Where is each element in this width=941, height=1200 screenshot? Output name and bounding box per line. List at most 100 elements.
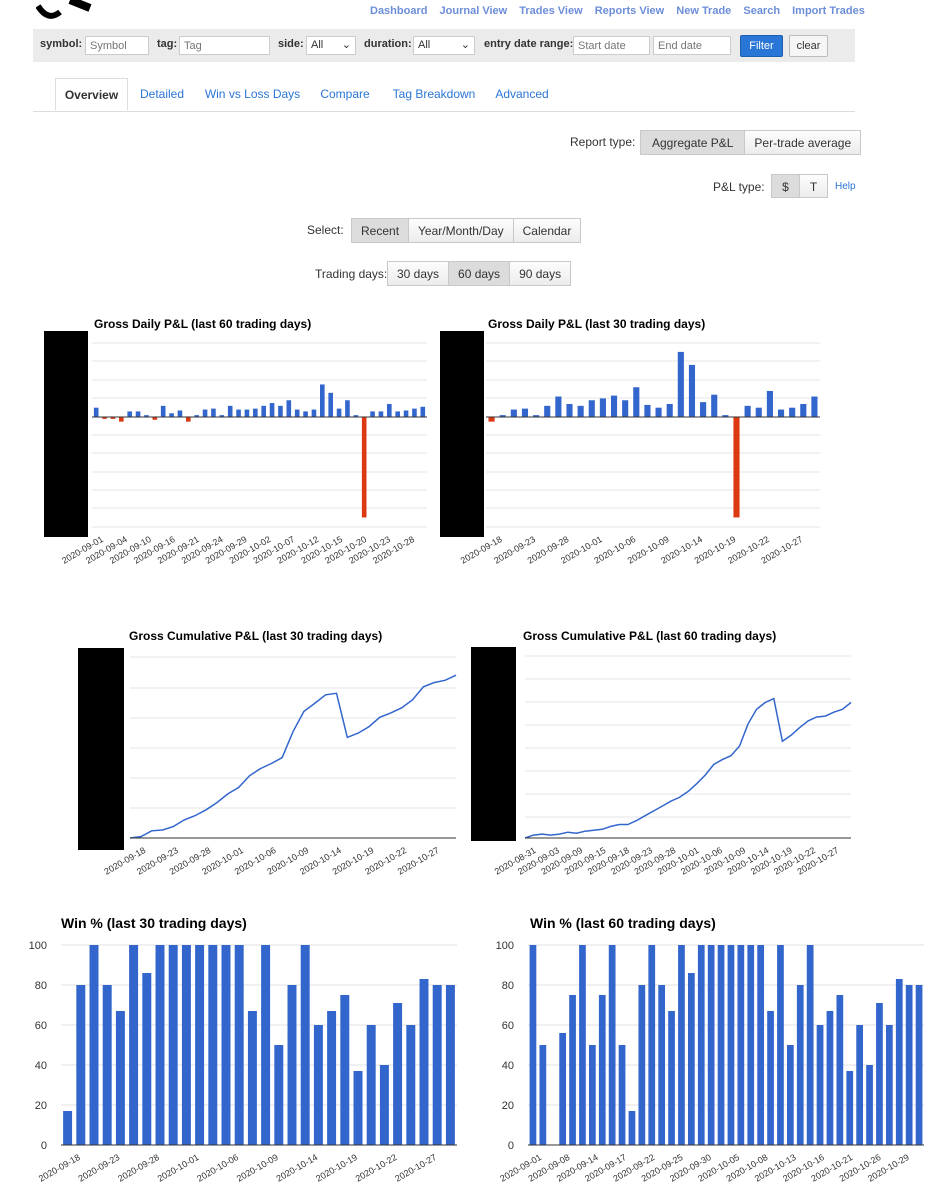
bar [777,945,784,1145]
bar [638,985,646,1145]
trading-days-group: 30 days 60 days 90 days [387,261,572,286]
bar [403,410,409,417]
bar [313,1025,323,1145]
chevron-down-icon: ⌄ [460,39,470,51]
bar [628,1111,636,1145]
bar [194,415,199,417]
bar [700,402,707,417]
x-tick-label: 2020-10-19 [314,1152,359,1184]
bar [202,409,208,417]
tab-detailed[interactable]: Detailed [139,87,185,101]
duration-label: duration: [364,38,412,50]
chart-title-daily-60: Gross Daily P&L (last 60 trading days) [94,317,312,331]
bar [186,417,191,422]
y-tick-label: 80 [502,980,514,992]
pl-type-label: P&L type: [713,180,765,194]
start-date-input[interactable] [573,36,650,55]
bar [668,1011,675,1145]
bar [737,945,745,1145]
nav-dashboard[interactable]: Dashboard [370,5,428,17]
bar [406,1025,416,1145]
bar [244,409,250,417]
bar [420,406,426,417]
bar [866,1065,873,1145]
bar [387,403,392,417]
bar [89,945,99,1145]
duration-select[interactable]: All ⌄ [413,36,475,55]
tag-label: tag: [157,38,178,50]
nav-search[interactable]: Search [743,5,781,17]
filter-bar: symbol: tag: side: All ⌄ duration: All ⌄ e… [33,29,855,62]
per-trade-average-button[interactable]: Per-trade average [744,130,862,155]
bar [445,985,455,1145]
bar [261,405,266,417]
x-tick-label: 2020-10-27 [393,1152,438,1184]
bar [211,408,216,417]
x-tick-label: 2020-10-22 [354,1152,399,1184]
90-days-button[interactable]: 90 days [509,261,572,286]
report-tabs: Overview Detailed Win vs Loss Days Compa… [33,78,855,112]
bar [579,945,586,1145]
bar [816,1025,824,1145]
bar [135,411,141,417]
nav-journal-view[interactable]: Journal View [439,5,508,17]
year-month-day-button[interactable]: Year/Month/Day [408,218,514,243]
bar [566,403,573,417]
report-type-group: Aggregate P&L Per-trade average [640,130,862,155]
calendar-button[interactable]: Calendar [512,218,582,243]
bar [905,985,913,1145]
bar [915,985,923,1145]
pl-trades-button[interactable]: T [799,174,828,198]
bar [733,417,740,518]
tab-overview[interactable]: Overview [55,78,128,111]
bar [366,1025,376,1145]
bar [169,413,174,417]
bar [261,945,271,1145]
pl-dollar-button[interactable]: $ [771,174,800,198]
tab-win-vs-loss-days[interactable]: Win vs Loss Days [204,87,301,101]
help-link[interactable]: Help [835,181,856,192]
bar [727,945,735,1145]
bar [655,407,662,417]
symbol-input[interactable] [85,36,149,55]
chevron-down-icon: ⌄ [341,39,351,51]
bar [796,985,804,1145]
side-select[interactable]: All ⌄ [306,36,356,55]
nav-reports-view[interactable]: Reports View [594,5,665,17]
bar [677,351,684,417]
bar [559,1033,567,1145]
bar [529,945,537,1145]
bar [648,945,656,1145]
x-tick-label: 2020-10-09 [235,1152,280,1184]
bar [370,411,375,417]
tab-advanced[interactable]: Advanced [495,87,549,101]
bar [658,985,666,1145]
y-tick-label: 0 [508,1140,514,1152]
bar [432,985,442,1145]
nav-import-trades[interactable]: Import Trades [792,5,865,17]
30-days-button[interactable]: 30 days [387,261,450,286]
bar [181,945,191,1145]
bar [328,392,333,417]
bar [419,979,429,1145]
aggregate-pl-button[interactable]: Aggregate P&L [640,130,746,155]
nav-trades-view[interactable]: Trades View [519,5,583,17]
60-days-button[interactable]: 60 days [448,261,511,286]
filter-button[interactable]: Filter [740,35,783,57]
bar [177,410,183,417]
nav-new-trade[interactable]: New Trade [676,5,732,17]
select-group: Recent Year/Month/Day Calendar [351,218,582,243]
bar [208,945,218,1145]
clear-button[interactable]: clear [789,35,828,57]
recent-button[interactable]: Recent [351,218,410,243]
tag-input[interactable] [179,36,270,55]
end-date-input[interactable] [653,36,731,55]
bar [555,396,562,417]
bar [577,405,584,417]
bar [102,985,112,1145]
tab-compare[interactable]: Compare [320,87,370,101]
bar [286,400,292,417]
bar [311,409,317,417]
select-label: Select: [307,223,344,237]
tab-tag-breakdown[interactable]: Tag Breakdown [392,87,476,101]
